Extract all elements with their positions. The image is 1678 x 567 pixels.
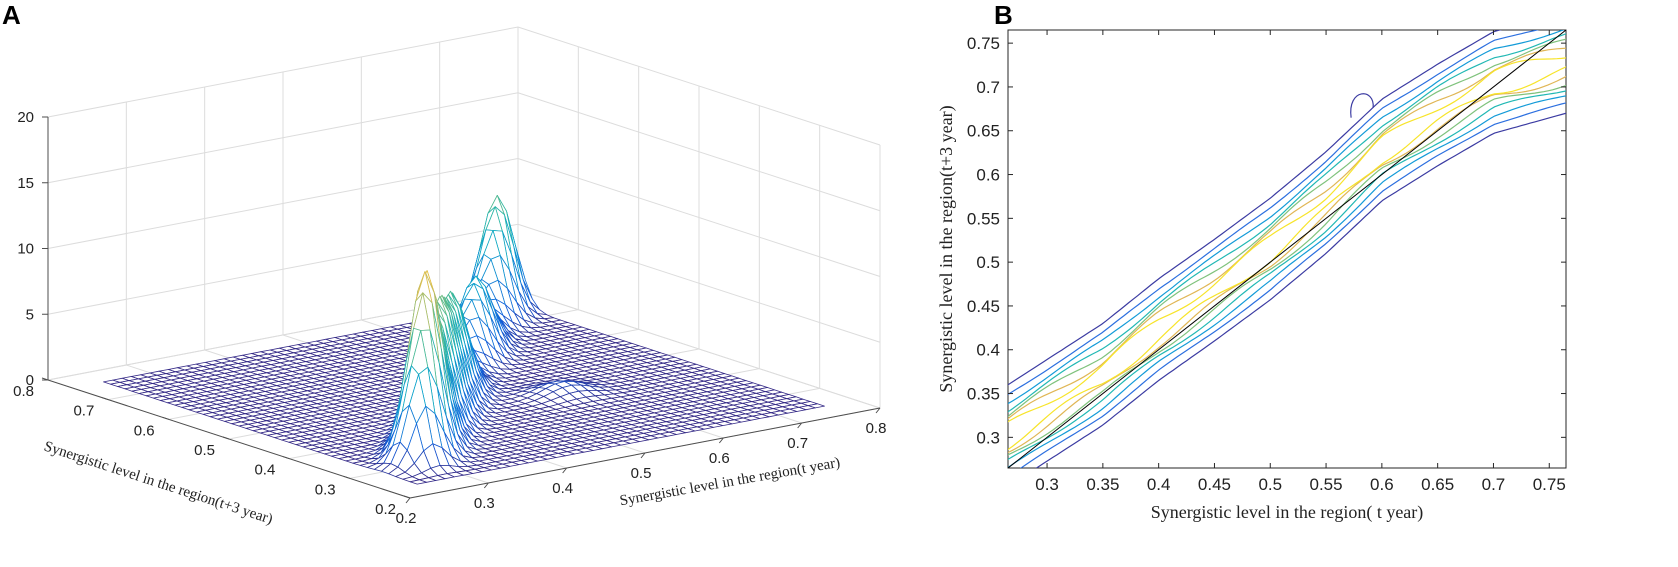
y-tick-label: 0.7 — [73, 403, 94, 420]
surface-mesh — [103, 194, 825, 485]
surface-axes-box — [41, 116, 881, 504]
x-tick-label: 0.55 — [1310, 475, 1343, 494]
y-tick-label: 0.4 — [254, 462, 275, 479]
z-tick-label: 5 — [26, 306, 34, 323]
x-tick-mark — [875, 407, 881, 414]
contour-line-lower — [1008, 75, 1566, 454]
y-tick-mark — [343, 475, 350, 479]
y-tick-label: 0.55 — [967, 209, 1000, 228]
y-tick-label: 0.35 — [967, 385, 1000, 404]
y-tick-label: 0.7 — [976, 78, 1000, 97]
contour-line-upper — [1008, 38, 1566, 418]
contour-line-upper — [1008, 33, 1566, 413]
contour-line-upper — [1008, 30, 1503, 386]
y-tick-label: 0.6 — [976, 166, 1000, 185]
x-tick-label: 0.3 — [474, 495, 495, 512]
x-tick-label: 0.8 — [866, 420, 887, 437]
x-tick-mark — [640, 452, 646, 459]
z-gridline — [47, 92, 881, 212]
x-tick-label: 0.5 — [631, 465, 652, 482]
surface-tick-labels: 0.2 0.3 0.4 0.5 0.6 0.7 0.8 0.2 0.3 0.4 0.5 0.6 0.7 0… — [13, 109, 886, 527]
contour-line-lower — [1008, 84, 1566, 456]
y-tick-mark — [222, 436, 230, 440]
x-tick-label: 0.2 — [396, 510, 417, 527]
x-tick-mark — [483, 482, 489, 489]
x-tick-label: 0.3 — [1035, 475, 1059, 494]
x-tick-label: 0.35 — [1086, 475, 1119, 494]
contour-line-lower — [1008, 66, 1566, 451]
panel-b-letter: B — [994, 0, 1013, 30]
z-tick-label: 20 — [17, 109, 34, 126]
x-tick-label: 0.6 — [709, 450, 730, 467]
x-tick-label: 0.65 — [1421, 475, 1454, 494]
contour-line-lower — [1019, 102, 1566, 468]
x-tick-label: 0.4 — [552, 480, 573, 497]
y-tick-label: 0.5 — [976, 253, 1000, 272]
floor-gridline — [517, 289, 881, 409]
y-tick-mark — [162, 416, 169, 420]
contour-line-lower — [1008, 95, 1566, 468]
panel-a-letter: A — [2, 0, 21, 30]
x-tick-label: 0.7 — [787, 435, 808, 452]
contour-line-lower — [1008, 90, 1566, 461]
x-tick-label: 0.75 — [1533, 475, 1566, 494]
contour-line-lower — [1035, 112, 1566, 468]
y-tick-label: 0.3 — [315, 481, 336, 498]
x-tick-mark — [562, 467, 568, 474]
y-tick-label: 0.45 — [967, 297, 1000, 316]
x-tick-label: 0.6 — [1370, 475, 1394, 494]
x-tick-label: 0.4 — [1147, 475, 1171, 494]
y-tick-label: 0.65 — [967, 122, 1000, 141]
x-tick-label: 0.45 — [1198, 475, 1231, 494]
z-gridline — [47, 223, 881, 343]
z-tick-label: 15 — [17, 175, 34, 192]
y-tick-label: 0.3 — [976, 428, 1000, 447]
contour-plot: 0.3 0.35 0.4 0.45 0.5 0.55 0.6 0.65 0.7 0.75 0.3 0.… — [936, 29, 1567, 523]
contour-tick-labels: 0.3 0.35 0.4 0.45 0.5 0.55 0.6 0.65 0.7 0.75 0.3 0.… — [967, 30, 1566, 494]
z-gridline — [47, 26, 881, 146]
y-tick-label: 0.8 — [13, 383, 34, 400]
x-tick-mark — [797, 422, 803, 429]
y-tick-mark — [283, 456, 290, 460]
contour-line-upper — [1008, 57, 1566, 423]
y-tick-label: 0.2 — [375, 501, 396, 518]
x-tick-label: 0.5 — [1258, 475, 1282, 494]
y-tick-label: 0.75 — [967, 34, 1000, 53]
x-tick-mark — [718, 437, 724, 444]
x-axis-label: Synergistic level in the region( t year) — [1151, 502, 1424, 523]
contour-line-upper — [1008, 30, 1540, 395]
x-tick-label: 0.7 — [1482, 475, 1506, 494]
x-axis-label: Synergistic level in the region(t year) — [619, 455, 842, 510]
y-tick-mark — [102, 397, 109, 401]
y-axis-label: Synergistic level in the region(t+3 year… — [936, 105, 957, 392]
y-tick-label: 0.4 — [976, 341, 1000, 360]
contour-line-upper — [1008, 47, 1566, 420]
surface-plot: 0.2 0.3 0.4 0.5 0.6 0.7 0.8 0.2 0.3 0.4 0.5 0.6 0.7 0… — [13, 26, 886, 528]
z-gridline — [47, 157, 881, 277]
diagonal-reference-line — [1008, 30, 1566, 468]
z-tick-label: 0 — [26, 372, 34, 389]
z-tick-label: 10 — [17, 241, 34, 258]
y-tick-mark — [403, 495, 411, 499]
surface-cell — [409, 479, 427, 485]
contour-bump — [1350, 93, 1374, 118]
y-tick-label: 0.6 — [134, 422, 155, 439]
y-tick-label: 0.5 — [194, 442, 215, 459]
contour-line-upper — [1008, 30, 1565, 405]
contour-lines — [1008, 30, 1566, 468]
x-tick-mark — [405, 497, 411, 504]
y-axis-label: Synergistic level in the region(t+3 year… — [42, 439, 275, 528]
